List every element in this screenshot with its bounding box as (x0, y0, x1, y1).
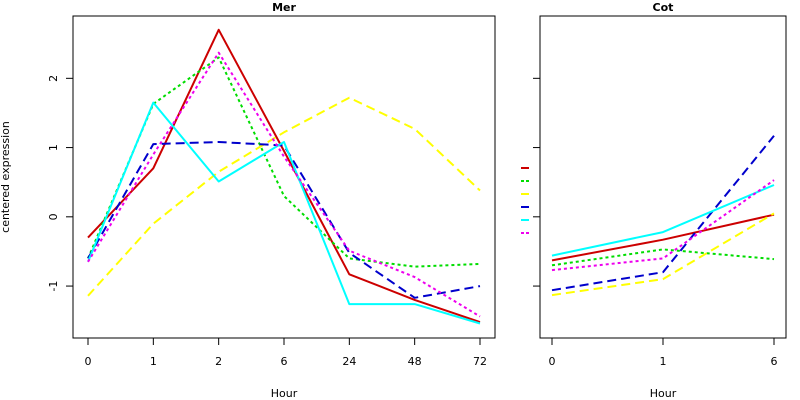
series-line-6 (551, 179, 775, 272)
plot-frame (72, 15, 496, 339)
series-line-3 (87, 96, 481, 297)
series-line-5 (87, 101, 481, 325)
x-tick-label: 0 (85, 355, 92, 368)
x-tick-label: 6 (281, 355, 288, 368)
y-tick-label: 2 (47, 75, 60, 82)
series-line-2 (551, 248, 775, 267)
series-line-6 (87, 51, 481, 318)
x-tick-label: 72 (473, 355, 487, 368)
series-line-1 (87, 28, 481, 324)
x-tick-label: 1 (660, 355, 667, 368)
cot-panel: Cot 0 1 6 Hour (533, 1, 787, 400)
y-tick-label: -1 (47, 281, 60, 292)
series-line-2 (87, 56, 481, 268)
x-tick-label: 1 (150, 355, 157, 368)
x-tick-label: 0 (549, 355, 556, 368)
x-tick-label: 2 (215, 355, 222, 368)
series-line-4 (551, 135, 775, 292)
y-tick-label: 1 (47, 144, 60, 151)
series-line-4 (87, 141, 481, 299)
y-axis-title: centered expression (0, 121, 12, 233)
x-axis-title: Hour (650, 387, 677, 400)
panel-title: Cot (653, 1, 674, 14)
series-line-1 (551, 213, 775, 262)
plot-frame (539, 15, 787, 339)
x-axis-title: Hour (271, 387, 298, 400)
legend (521, 167, 529, 234)
x-tick-label: 6 (771, 355, 778, 368)
y-tick-label: 0 (47, 213, 60, 220)
x-tick-label: 24 (342, 355, 356, 368)
series-line-5 (551, 184, 775, 257)
panel-title: Mer (272, 1, 296, 14)
series-line-3 (551, 212, 775, 297)
x-tick-label: 48 (408, 355, 422, 368)
mer-panel: Mer 0 1 2 6 24 48 72 Hour -1 0 1 2 centered expressio… (0, 1, 496, 400)
